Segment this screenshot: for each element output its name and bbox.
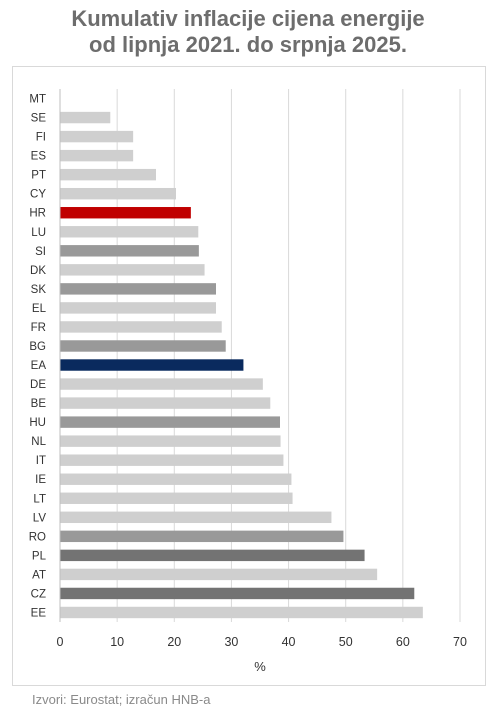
category-label-IT: IT [36, 455, 46, 467]
bar-BG [60, 340, 226, 352]
bar-LT [60, 492, 293, 504]
bar-AT [60, 568, 378, 581]
x-tick-label-40: 40 [282, 635, 296, 649]
category-label-CZ: CZ [31, 588, 46, 600]
bar-EA [60, 359, 244, 371]
bar-ES [60, 149, 134, 162]
chart-title-line-1: Kumulativ inflacije cijena energije [71, 6, 425, 31]
bar-LV [60, 511, 332, 524]
chart-title-line-2: od lipnja 2021. do srpnja 2025. [89, 32, 407, 57]
bar-SK [60, 283, 216, 295]
bar-HU [60, 416, 280, 428]
x-tick-label-60: 60 [396, 635, 410, 649]
category-label-FI: FI [36, 132, 46, 144]
category-label-SE: SE [31, 113, 47, 125]
category-label-SK: SK [31, 284, 47, 296]
category-label-EL: EL [32, 303, 47, 315]
category-label-LU: LU [31, 227, 46, 239]
category-label-BG: BG [29, 341, 46, 353]
x-tick-label-0: 0 [57, 635, 64, 649]
category-label-RO: RO [29, 531, 46, 543]
category-label-DK: DK [30, 265, 46, 277]
category-label-DE: DE [30, 379, 46, 391]
bar-IT [60, 454, 284, 466]
bar-EE [60, 606, 423, 619]
category-label-LT: LT [33, 493, 46, 505]
bar-DK [60, 264, 205, 276]
x-tick-label-20: 20 [167, 635, 181, 649]
bar-FR [60, 321, 222, 333]
bar-CY [60, 187, 176, 200]
bar-DE [60, 378, 263, 390]
category-label-PT: PT [31, 170, 46, 182]
bar-SE [60, 111, 111, 124]
category-label-EA: EA [31, 360, 47, 372]
category-label-SI: SI [35, 246, 46, 258]
bar-BE [60, 397, 271, 409]
bar-EL [60, 302, 216, 314]
x-tick-label-30: 30 [224, 635, 238, 649]
bar-SI [60, 245, 199, 257]
source-note: Izvori: Eurostat; izračun HNB-a [32, 692, 211, 707]
bar-LU [60, 226, 199, 238]
x-axis-title: % [254, 659, 266, 674]
category-label-AT: AT [32, 569, 46, 581]
category-label-MT: MT [29, 94, 46, 106]
category-label-PL: PL [32, 550, 47, 562]
bar-NL [60, 435, 281, 447]
category-label-FR: FR [31, 322, 46, 334]
chart-title: Kumulativ inflacije cijena energije od l… [0, 6, 496, 58]
bar-CZ [60, 587, 415, 600]
chart-frame [12, 66, 486, 686]
category-label-HR: HR [29, 208, 46, 220]
category-label-EE: EE [31, 607, 47, 619]
x-tick-label-50: 50 [339, 635, 353, 649]
category-label-NL: NL [31, 436, 46, 448]
category-label-LV: LV [33, 512, 47, 524]
category-label-CY: CY [30, 189, 46, 201]
bar-HR [60, 207, 191, 219]
x-tick-label-70: 70 [453, 635, 467, 649]
category-label-ES: ES [31, 151, 47, 163]
bar-PL [60, 549, 365, 562]
x-tick-label-10: 10 [110, 635, 124, 649]
category-label-HU: HU [29, 417, 46, 429]
bar-PT [60, 168, 156, 181]
bar-RO [60, 530, 344, 543]
bar-FI [60, 130, 134, 143]
category-label-BE: BE [31, 398, 47, 410]
category-label-IE: IE [35, 474, 46, 486]
bar-IE [60, 473, 292, 485]
